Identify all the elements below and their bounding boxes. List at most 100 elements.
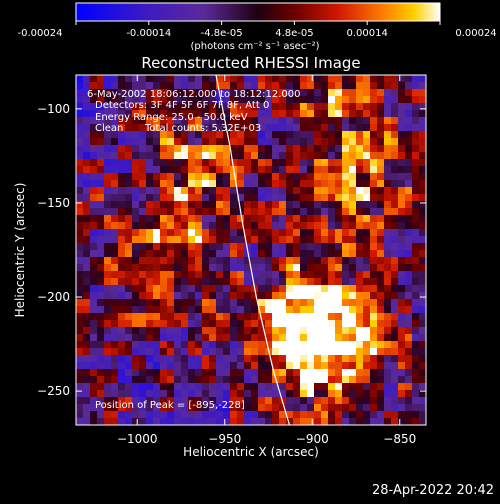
heatmap-cell (398, 334, 406, 342)
heatmap-cell (209, 103, 217, 111)
heatmap-cell (90, 369, 98, 377)
heatmap-cell (286, 313, 294, 321)
heatmap-cell (230, 131, 238, 139)
heatmap-cell (181, 285, 189, 293)
heatmap-cell (279, 229, 287, 237)
heatmap-cell (286, 390, 294, 398)
heatmap-cell (405, 75, 413, 83)
heatmap-cell (377, 257, 385, 265)
heatmap-cell (181, 131, 189, 139)
heatmap-cell (293, 82, 301, 90)
heatmap-cell (125, 243, 133, 251)
heatmap-cell (90, 355, 98, 363)
heatmap-cell (83, 208, 91, 216)
heatmap-cell (76, 411, 84, 419)
heatmap-cell (195, 159, 203, 167)
colorbar-tick-label: -0.00024 (18, 28, 63, 39)
heatmap-cell (349, 390, 357, 398)
heatmap-cell (384, 411, 392, 419)
heatmap-cell (286, 117, 294, 125)
heatmap-cell (174, 166, 182, 174)
heatmap-cell (412, 166, 420, 174)
heatmap-cell (125, 278, 133, 286)
heatmap-cell (230, 215, 238, 223)
heatmap-cell (104, 236, 112, 244)
heatmap-cell (195, 369, 203, 377)
heatmap-cell (111, 89, 119, 97)
info-counts: Total counts: 5.32E+03 (144, 123, 261, 134)
heatmap-cell (391, 320, 399, 328)
heatmap-cell (356, 285, 364, 293)
heatmap-cell (153, 411, 161, 419)
heatmap-cell (321, 285, 329, 293)
heatmap-cell (104, 124, 112, 132)
heatmap-cell (139, 82, 147, 90)
heatmap-cell (300, 166, 308, 174)
heatmap-cell (83, 124, 91, 132)
heatmap-cell (398, 229, 406, 237)
heatmap-cell (370, 173, 378, 181)
heatmap-cell (412, 124, 420, 132)
heatmap-cell (167, 271, 175, 279)
heatmap-cell (258, 173, 266, 181)
heatmap-cell (314, 369, 322, 377)
heatmap-cell (272, 362, 280, 370)
heatmap-cell (146, 124, 154, 132)
heatmap-cell (216, 194, 224, 202)
heatmap-cell (412, 376, 420, 384)
heatmap-cell (118, 82, 126, 90)
heatmap-cell (251, 257, 259, 265)
heatmap-cell (97, 411, 105, 419)
heatmap-cell (132, 124, 140, 132)
heatmap-cell (202, 187, 210, 195)
heatmap-cell (412, 194, 420, 202)
heatmap-cell (328, 229, 336, 237)
heatmap-cell (363, 152, 371, 160)
heatmap-cell (139, 250, 147, 258)
heatmap-cell (405, 124, 413, 132)
heatmap-cell (167, 173, 175, 181)
heatmap-cell (188, 383, 196, 391)
heatmap-cell (377, 124, 385, 132)
heatmap-cell (321, 299, 329, 307)
heatmap-cell (209, 82, 217, 90)
heatmap-cell (202, 390, 210, 398)
heatmap-cell (363, 222, 371, 230)
heatmap-cell (307, 201, 315, 209)
heatmap-cell (97, 355, 105, 363)
heatmap-cell (195, 418, 203, 425)
heatmap-cell (279, 341, 287, 349)
heatmap-cell (83, 96, 91, 104)
heatmap-cell (97, 82, 105, 90)
heatmap-cell (146, 292, 154, 300)
heatmap-cell (209, 208, 217, 216)
heatmap-cell (223, 299, 231, 307)
heatmap-cell (293, 194, 301, 202)
heatmap-cell (153, 152, 161, 160)
heatmap-cell (139, 173, 147, 181)
heatmap-cell (307, 418, 315, 425)
heatmap-cell (300, 173, 308, 181)
heatmap-cell (265, 124, 273, 132)
heatmap-cell (195, 390, 203, 398)
heatmap-cell (391, 166, 399, 174)
heatmap-cell (370, 306, 378, 314)
heatmap-cell (272, 201, 280, 209)
heatmap-cell (265, 208, 273, 216)
heatmap-cell (181, 180, 189, 188)
heatmap-cell (279, 292, 287, 300)
heatmap-cell (132, 159, 140, 167)
heatmap-cell (230, 285, 238, 293)
heatmap-cell (349, 229, 357, 237)
heatmap-cell (237, 334, 245, 342)
heatmap-cell (286, 194, 294, 202)
heatmap-cell (181, 152, 189, 160)
heatmap-cell (167, 390, 175, 398)
heatmap-cell (279, 355, 287, 363)
heatmap-cell (293, 250, 301, 258)
heatmap-cell (321, 418, 329, 425)
heatmap-cell (370, 320, 378, 328)
heatmap-cell (104, 75, 112, 83)
heatmap-cell (181, 362, 189, 370)
heatmap-cell (251, 180, 259, 188)
